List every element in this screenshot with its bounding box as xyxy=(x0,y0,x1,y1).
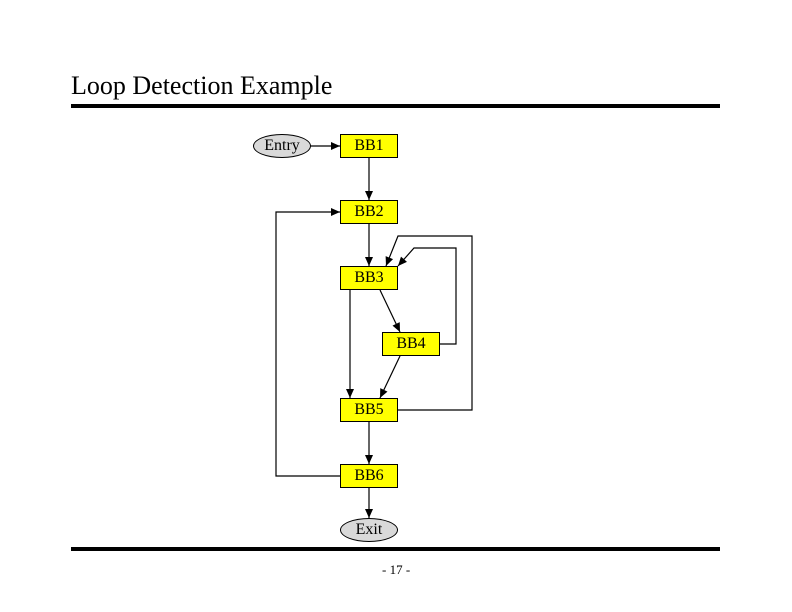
arrowhead xyxy=(331,208,340,216)
node-bb3: BB3 xyxy=(340,266,398,290)
node-bb5: BB5 xyxy=(340,398,398,422)
node-bb6: BB6 xyxy=(340,464,398,488)
arrowhead xyxy=(331,142,340,150)
arrowhead xyxy=(365,509,373,518)
edge-bb3-bb4 xyxy=(380,290,400,332)
edge-bb6-bb2 xyxy=(276,212,340,476)
arrowhead xyxy=(380,388,387,398)
arrowhead xyxy=(393,322,400,332)
node-bb1: BB1 xyxy=(340,134,398,158)
arrowhead xyxy=(365,455,373,464)
arrowhead xyxy=(365,257,373,266)
page-title: Loop Detection Example xyxy=(71,71,332,101)
arrowhead xyxy=(398,257,407,266)
edge-bb4-bb3 xyxy=(398,248,456,344)
rule-top xyxy=(71,104,720,108)
edge-bb4-bb5 xyxy=(380,356,400,398)
node-exit: Exit xyxy=(340,518,398,542)
arrowhead xyxy=(386,256,393,266)
rule-bottom xyxy=(71,547,720,551)
page-number: - 17 - xyxy=(382,562,410,578)
node-entry: Entry xyxy=(253,134,311,158)
edge-bb5-bb3 xyxy=(386,236,472,410)
page: { "title": { "text": "Loop Detection Exa… xyxy=(0,0,792,612)
arrowhead xyxy=(346,389,354,398)
node-bb2: BB2 xyxy=(340,200,398,224)
arrowhead xyxy=(365,191,373,200)
node-bb4: BB4 xyxy=(382,332,440,356)
